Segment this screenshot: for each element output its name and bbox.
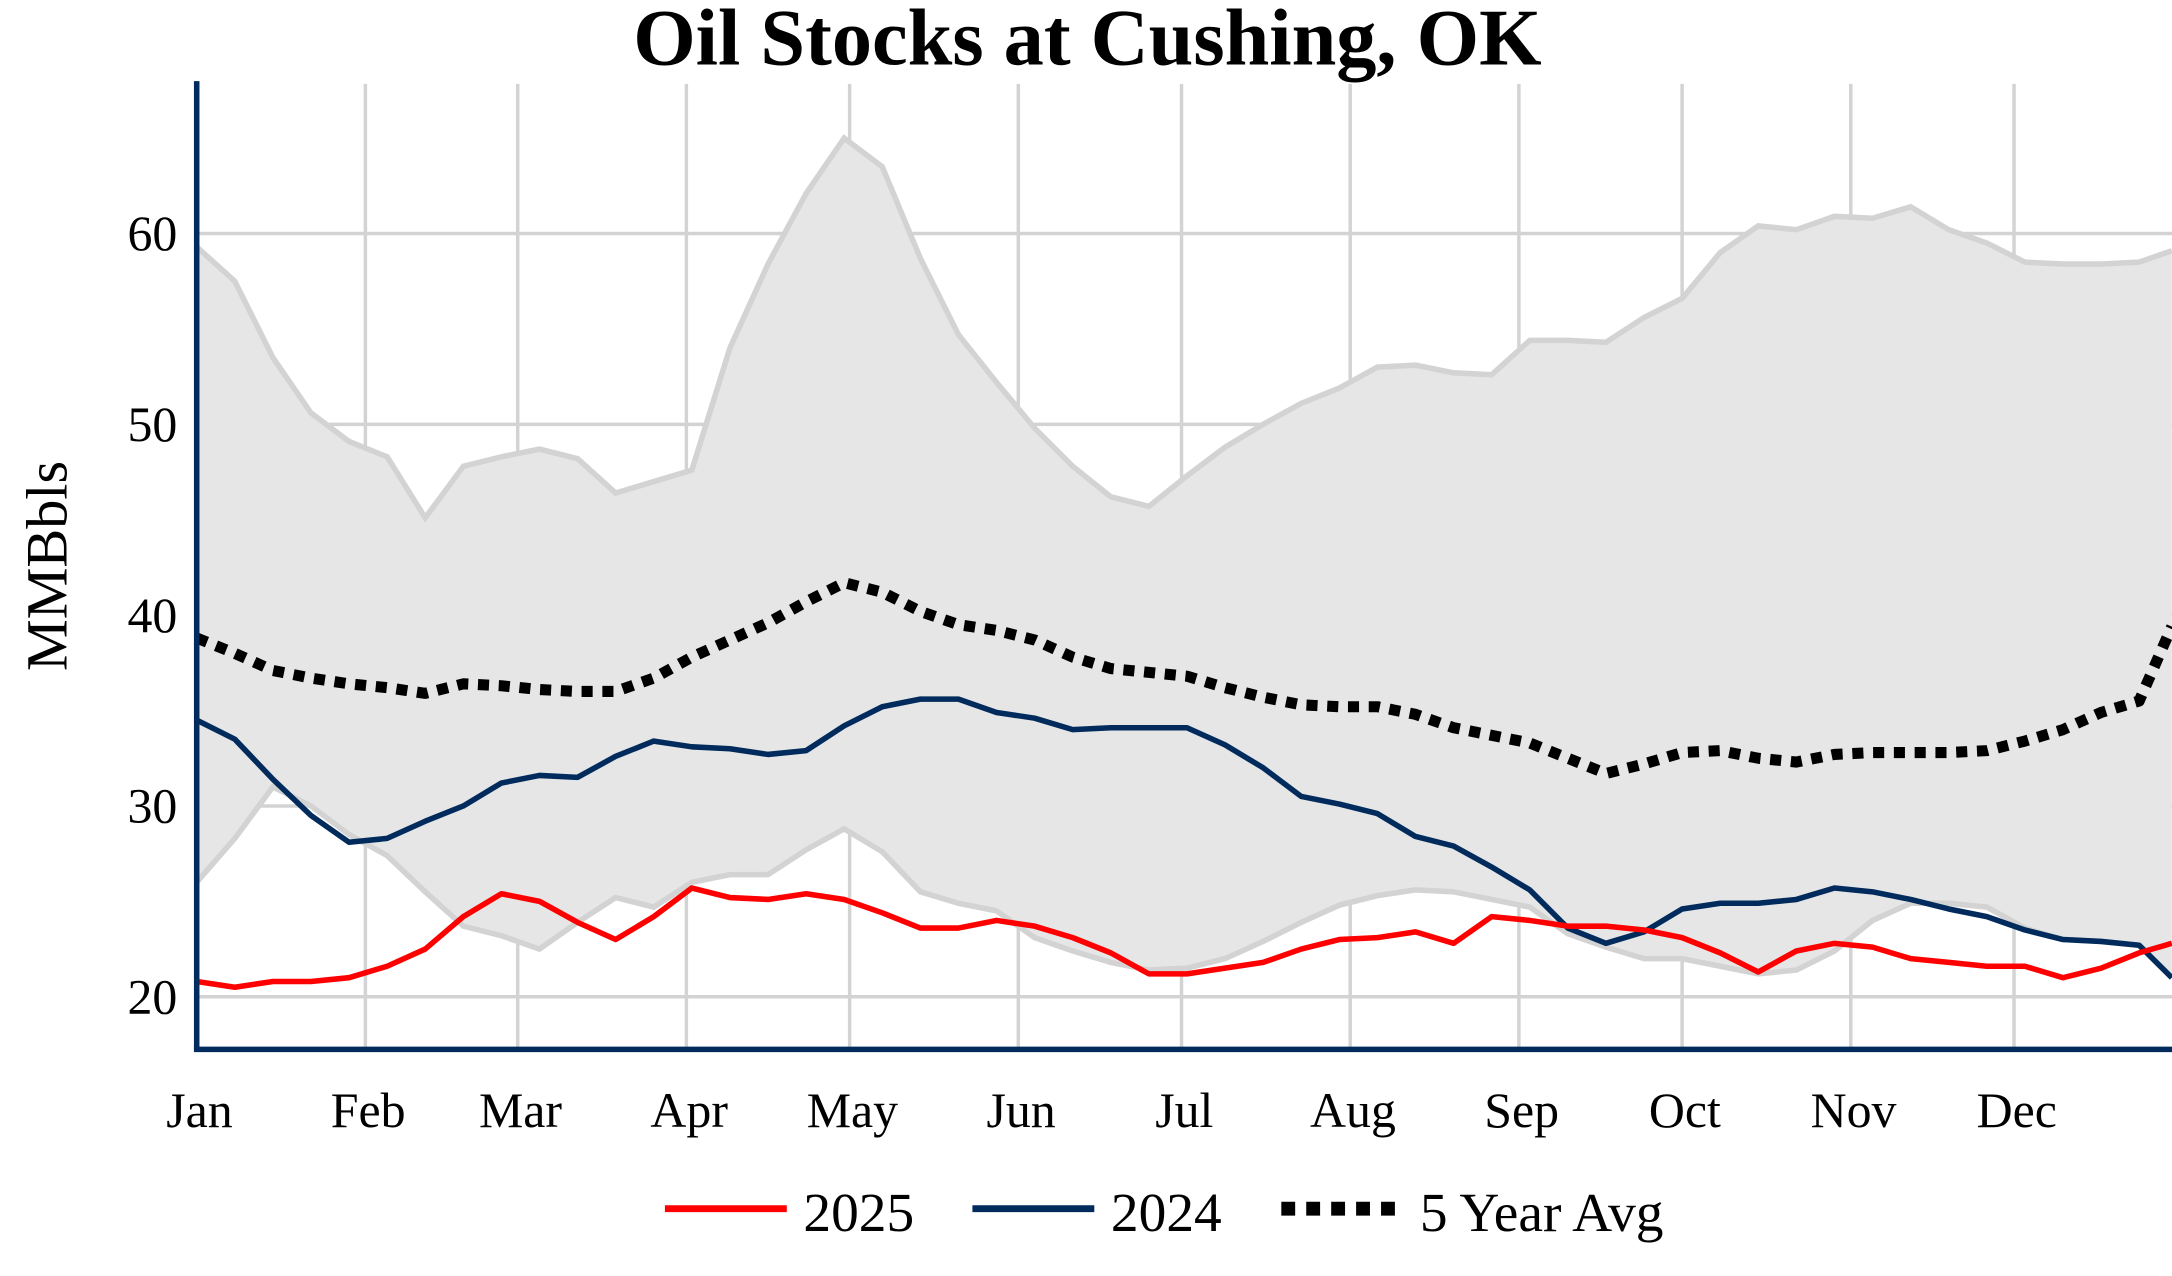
legend-label: 2024 [1111, 1182, 1222, 1243]
x-tick-label: Sep [1484, 1083, 1559, 1138]
x-tick-labels: Jan Feb Mar Apr May Jun Jul Aug Sep Oct Nov Dec [166, 1083, 2057, 1138]
x-tick-label: Oct [1649, 1083, 1721, 1138]
x-tick-label: Mar [479, 1083, 562, 1138]
y-tick-label: 60 [127, 206, 177, 261]
y-tick-label: 30 [127, 779, 177, 834]
legend-item: 2025 [664, 1182, 914, 1243]
legend-label: 2025 [803, 1182, 914, 1243]
legend-item: 2024 [972, 1182, 1222, 1243]
range-max-line [196, 134, 2172, 523]
plot-area [196, 134, 2172, 990]
legend-item: 5 Year Avg [1281, 1182, 1663, 1243]
x-tick-label: Jul [1155, 1083, 1213, 1138]
x-tick-label: Jan [166, 1083, 233, 1138]
series-line-2025 [196, 885, 2172, 990]
x-tick-label: Dec [1977, 1083, 2057, 1138]
series-line-2024 [196, 696, 2172, 980]
x-tick-label: Aug [1310, 1083, 1396, 1138]
y-tick-labels: 20 30 40 50 60 [127, 206, 177, 1024]
series-line-5-year-avg [196, 577, 2172, 780]
range-min-line [196, 783, 2172, 980]
legend: 2025 2024 5 Year Avg [664, 1182, 1663, 1243]
y-axis-label: MMBbls [14, 461, 79, 671]
x-tick-label: May [807, 1083, 898, 1138]
x-tick-label: Jun [986, 1083, 1055, 1138]
y-tick-label: 50 [127, 397, 177, 452]
x-tick-label: Nov [1811, 1083, 1897, 1138]
y-tick-label: 40 [127, 588, 177, 643]
y-tick-label: 20 [127, 969, 177, 1024]
chart-title: Oil Stocks at Cushing, OK [633, 0, 1541, 83]
x-tick-label: Apr [650, 1083, 728, 1138]
range-band [196, 138, 2172, 978]
x-tick-label: Feb [331, 1083, 406, 1138]
legend-label: 5 Year Avg [1420, 1182, 1664, 1243]
